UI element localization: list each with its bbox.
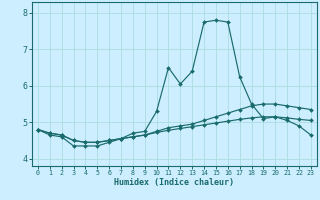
X-axis label: Humidex (Indice chaleur): Humidex (Indice chaleur) [115, 178, 234, 187]
